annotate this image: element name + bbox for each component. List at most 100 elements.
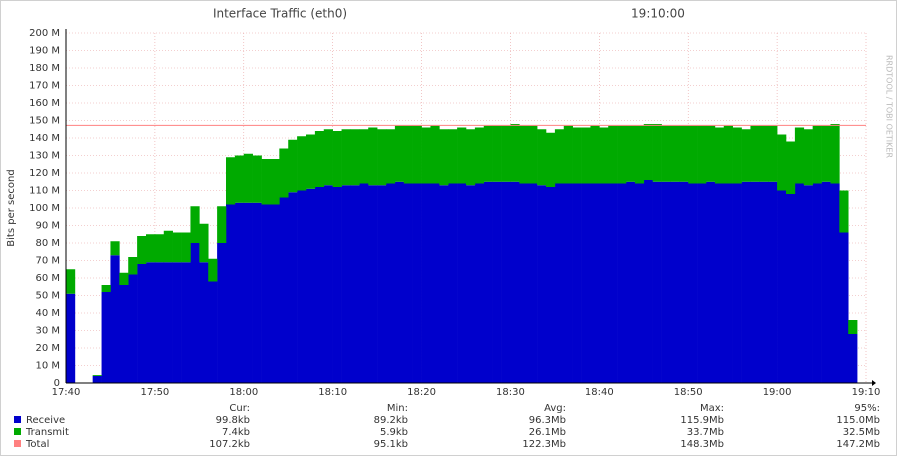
area-step — [652, 124, 662, 182]
area-step — [483, 181, 493, 383]
x-tick-label: 17:50 — [140, 387, 169, 398]
area-step — [457, 183, 467, 383]
area-step — [634, 125, 645, 184]
legend-label: Transmit — [25, 427, 69, 438]
area-step — [492, 181, 502, 383]
x-tick-label: 18:40 — [585, 387, 614, 398]
x-tick-label: 17:40 — [52, 387, 81, 398]
stats-header: Min: — [387, 403, 408, 414]
area-step — [119, 285, 129, 383]
area-step — [208, 258, 218, 282]
area-step — [332, 187, 342, 383]
area-step — [759, 125, 769, 182]
area-step — [279, 197, 289, 383]
area-step — [137, 264, 147, 383]
area-step — [199, 223, 209, 263]
area-step — [226, 204, 236, 383]
stats-value: 26.1Mb — [529, 427, 566, 438]
y-tick-label: 40 M — [35, 308, 60, 319]
area-step — [243, 153, 253, 203]
area-step — [839, 190, 849, 233]
area-step — [243, 202, 253, 383]
stats-value: 89.2kb — [374, 415, 408, 426]
area-step — [457, 127, 467, 184]
area-step — [341, 129, 351, 186]
area-step — [786, 141, 796, 194]
area-step — [270, 159, 280, 205]
y-tick-label: 110 M — [29, 186, 60, 197]
area-step — [101, 292, 111, 383]
watermark: RRDTOOL / TOBI OETIKER — [885, 55, 894, 158]
y-tick-label: 120 M — [29, 168, 60, 179]
area-step — [332, 131, 342, 187]
area-step — [261, 159, 271, 205]
area-step — [412, 125, 422, 184]
y-tick-label: 140 M — [29, 133, 60, 144]
area-step — [546, 132, 556, 187]
area-step — [608, 125, 618, 184]
area-step — [226, 157, 236, 205]
stats-value: 32.5Mb — [843, 427, 880, 438]
legend-swatch — [14, 440, 21, 447]
stats-header: Avg: — [544, 403, 566, 414]
area-step — [341, 185, 351, 383]
area-step — [359, 129, 369, 184]
area-step — [403, 125, 413, 184]
area-step — [448, 129, 458, 184]
area-step — [252, 202, 262, 383]
x-tick-label: 19:10 — [852, 387, 881, 398]
area-step — [359, 183, 369, 383]
stats-value: 7.4kb — [222, 427, 250, 438]
stats-value: 148.3Mb — [680, 439, 724, 450]
y-tick-label: 130 M — [29, 151, 60, 162]
area-step — [466, 129, 476, 186]
stats-header: 95%: — [854, 403, 880, 414]
area-step — [66, 293, 76, 383]
legend-swatch — [14, 428, 21, 435]
area-step — [421, 127, 431, 184]
area-step — [821, 181, 831, 383]
area-step — [786, 194, 796, 383]
area-step — [128, 257, 138, 275]
area-step — [848, 320, 858, 334]
area-step — [830, 183, 840, 383]
area-step — [119, 272, 129, 285]
area-step — [92, 376, 102, 383]
area-step — [510, 181, 520, 383]
area-step — [670, 181, 680, 383]
area-step — [403, 183, 413, 383]
area-step — [314, 131, 325, 187]
y-tick-label: 170 M — [29, 81, 60, 92]
area-step — [430, 183, 440, 383]
area-step — [297, 190, 307, 383]
area-step — [190, 243, 200, 383]
area-step — [794, 127, 805, 184]
area-step — [759, 181, 769, 383]
area-step — [679, 125, 689, 182]
area-step — [288, 139, 298, 193]
area-step — [350, 185, 360, 383]
area-step — [421, 183, 431, 383]
area-step — [386, 183, 396, 383]
chart-title: Interface Traffic (eth0) — [213, 7, 347, 21]
area-step — [252, 155, 262, 203]
area-step — [839, 232, 849, 383]
area-step — [741, 129, 751, 182]
area-step — [306, 188, 316, 383]
area-step — [66, 269, 76, 294]
area-step — [697, 183, 707, 383]
area-step — [777, 134, 787, 191]
area-step — [723, 125, 733, 184]
area-step — [181, 232, 191, 263]
area-step — [172, 232, 182, 263]
area-step — [679, 181, 689, 383]
y-tick-label: 10 M — [35, 361, 60, 372]
area-step — [581, 183, 591, 383]
y-tick-label: 160 M — [29, 98, 60, 109]
legend-label: Receive — [26, 415, 65, 426]
area-step — [483, 125, 493, 182]
area-step — [661, 181, 671, 383]
area-step — [546, 187, 556, 383]
stats-header: Cur: — [229, 403, 250, 414]
stats-value: 5.9kb — [380, 427, 408, 438]
